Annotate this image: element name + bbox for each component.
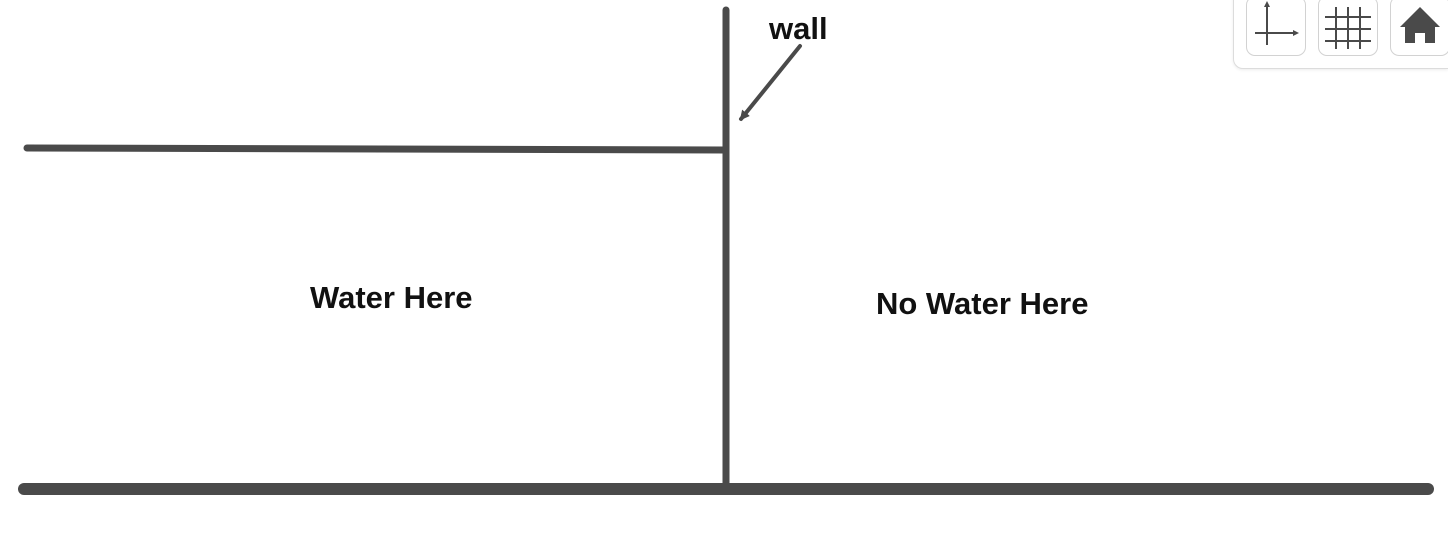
water-surface-line [23,144,730,154]
view-toolbar [1233,0,1448,69]
home-icon [1400,7,1440,43]
wall-arrow [739,44,802,121]
home-button[interactable] [1390,0,1448,56]
no-water-here-label: No Water Here [876,286,1088,321]
grid-icon [1325,7,1371,49]
wall-label: wall [768,11,828,46]
water-here-label: Water Here [310,280,473,315]
grid-toggle-button[interactable] [1318,0,1378,56]
axes-icon [1255,1,1299,45]
axes-toggle-button[interactable] [1246,0,1306,56]
